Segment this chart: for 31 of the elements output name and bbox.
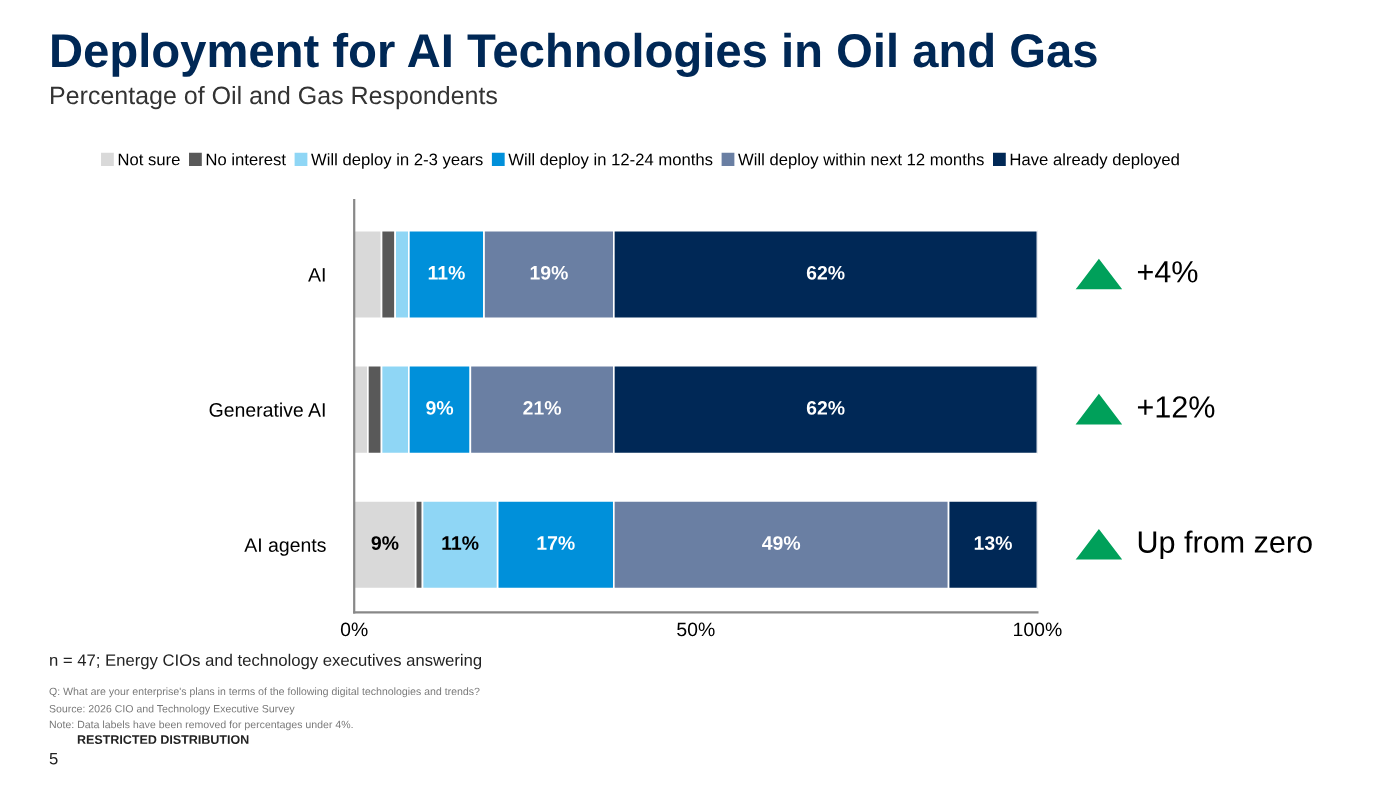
legend-label: Not sure xyxy=(118,153,180,166)
data-label: 49% xyxy=(762,536,801,550)
data-label: 62% xyxy=(806,265,845,280)
text: Up from zero xyxy=(1138,530,1312,559)
bar xyxy=(354,499,417,590)
data-label: 13% xyxy=(974,536,1012,550)
data-label: 9% xyxy=(426,401,454,415)
text: +12% xyxy=(1137,396,1215,418)
data-label: 62% xyxy=(806,401,845,415)
x-tick-label: 0% xyxy=(340,622,368,637)
data-label: 19% xyxy=(530,265,568,280)
data-label: 9% xyxy=(371,536,399,550)
chart-subtitle: Percentage of Oil and Gas Respondents xyxy=(51,85,497,110)
legend-label: Will deploy in 12-24 months xyxy=(508,153,713,169)
x-tick-label: 100% xyxy=(1014,622,1062,637)
data-label: 21% xyxy=(523,401,562,415)
x-tick-label: 50% xyxy=(677,622,715,637)
legend-label: No interest xyxy=(206,153,286,166)
chart-title: Deployment for AI Technologies in Oil and Gas xyxy=(52,32,1097,77)
y-tick-label: Generative AI xyxy=(209,402,325,417)
legend-label: Have already deployed xyxy=(1010,153,1179,169)
data-label: 11% xyxy=(442,536,479,550)
legend-label: Will deploy in 2-3 years xyxy=(311,153,483,169)
text: +4% xyxy=(1137,261,1198,283)
y-tick-label: AI agents xyxy=(244,538,326,556)
legend-label: Will deploy within next 12 months xyxy=(738,153,984,169)
data-label: 11% xyxy=(428,265,465,280)
text: n = 47; Energy CIOs and technology executives answering xyxy=(50,653,482,670)
y-tick-label: AI xyxy=(308,268,325,282)
text: 5 xyxy=(49,752,58,765)
data-label: 17% xyxy=(537,536,575,550)
